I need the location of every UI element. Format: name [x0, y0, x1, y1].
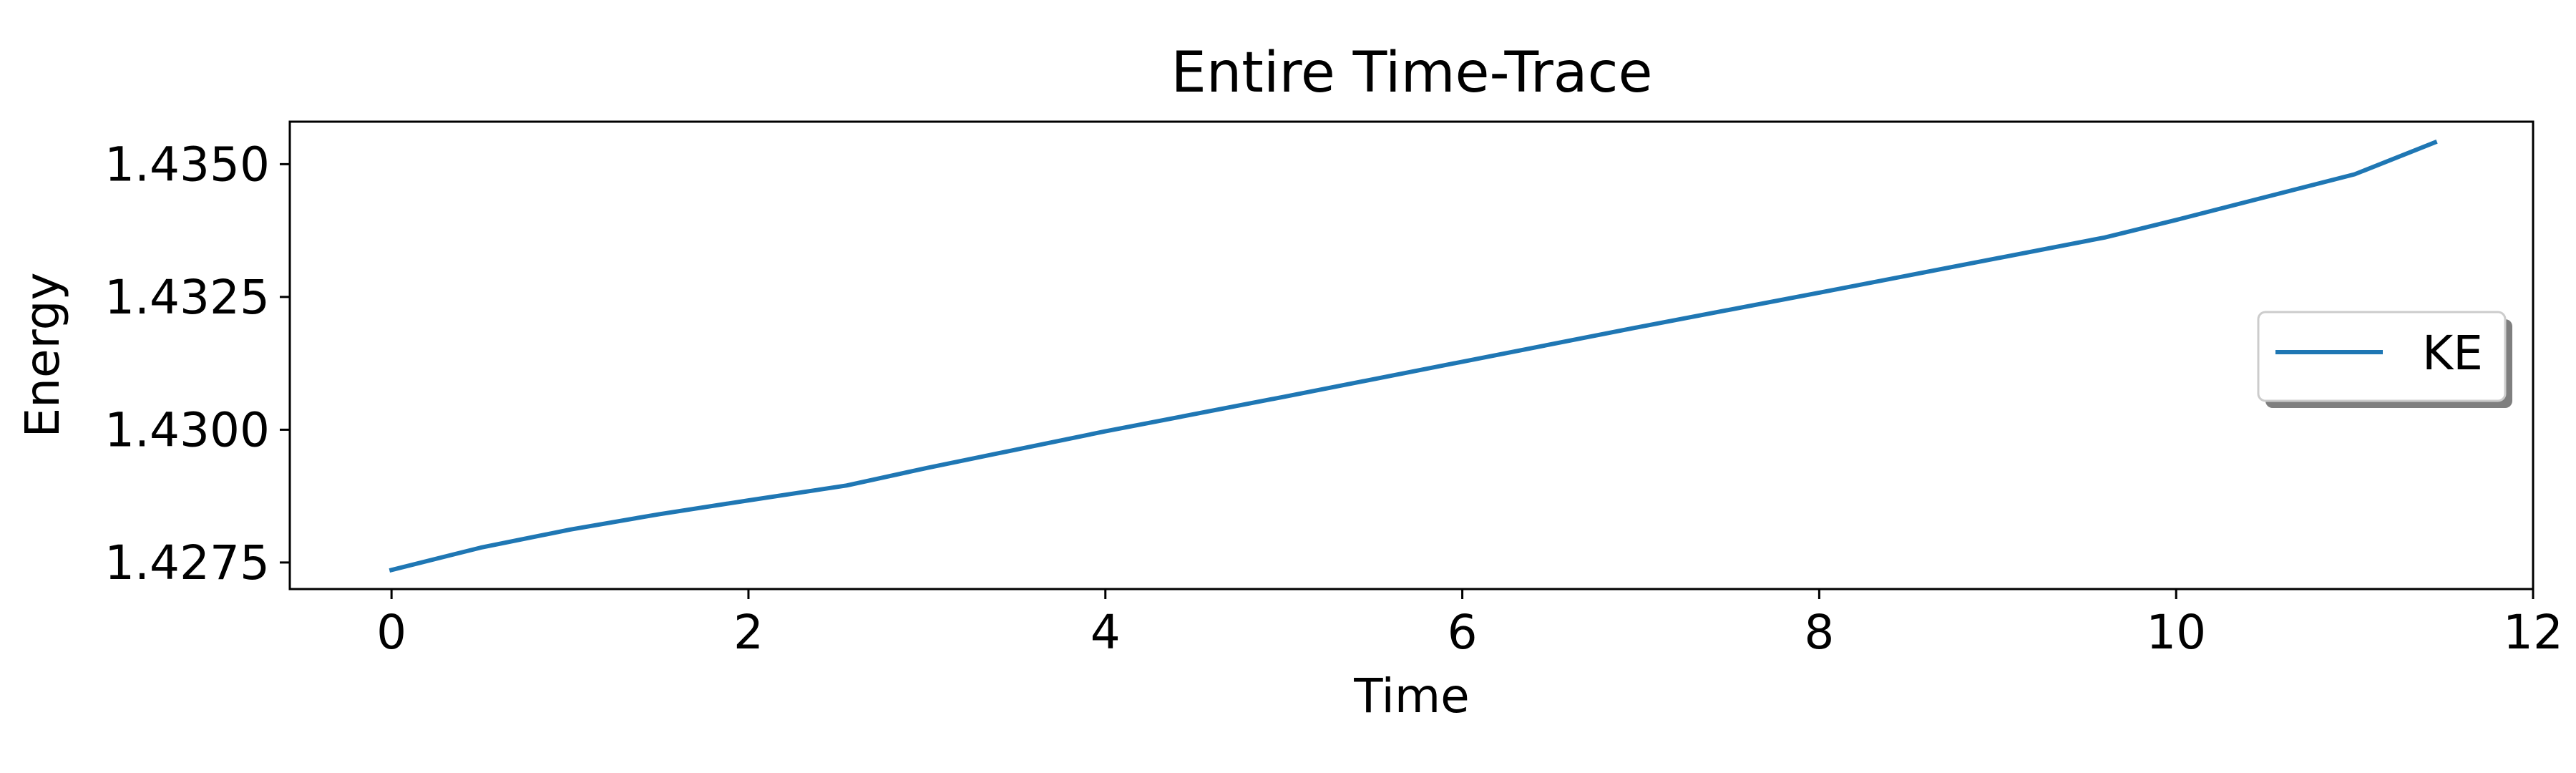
x-tick-label: 0: [376, 605, 406, 660]
legend-series-label: KE: [2422, 326, 2483, 381]
x-tick-label: 4: [1091, 605, 1121, 660]
legend: KE: [2257, 311, 2512, 408]
series-layer: [389, 140, 2438, 573]
x-axis-label: Time: [1353, 669, 1470, 724]
x-tick-label: 2: [733, 605, 763, 660]
x-tick-label: 6: [1448, 605, 1478, 660]
x-tick-label: 12: [2503, 605, 2563, 660]
x-tick-label: 10: [2146, 605, 2206, 660]
ticks-layer: 0 2 4 6 8 10 12 1.4275 1.4300 1.4325 1.4350: [104, 137, 2563, 660]
y-tick-label: 1.4325: [104, 270, 270, 325]
y-tick-label: 1.4275: [104, 535, 270, 590]
y-tick-label: 1.4350: [104, 137, 270, 192]
y-tick-label: 1.4300: [104, 402, 270, 457]
series-line-ke: [389, 140, 2438, 573]
x-tick-label: 8: [1804, 605, 1834, 660]
plot-frame: [288, 120, 2534, 590]
chart-title: Entire Time-Trace: [1171, 41, 1653, 105]
y-axis-label: Energy: [15, 272, 70, 437]
legend-box: [2257, 311, 2507, 402]
